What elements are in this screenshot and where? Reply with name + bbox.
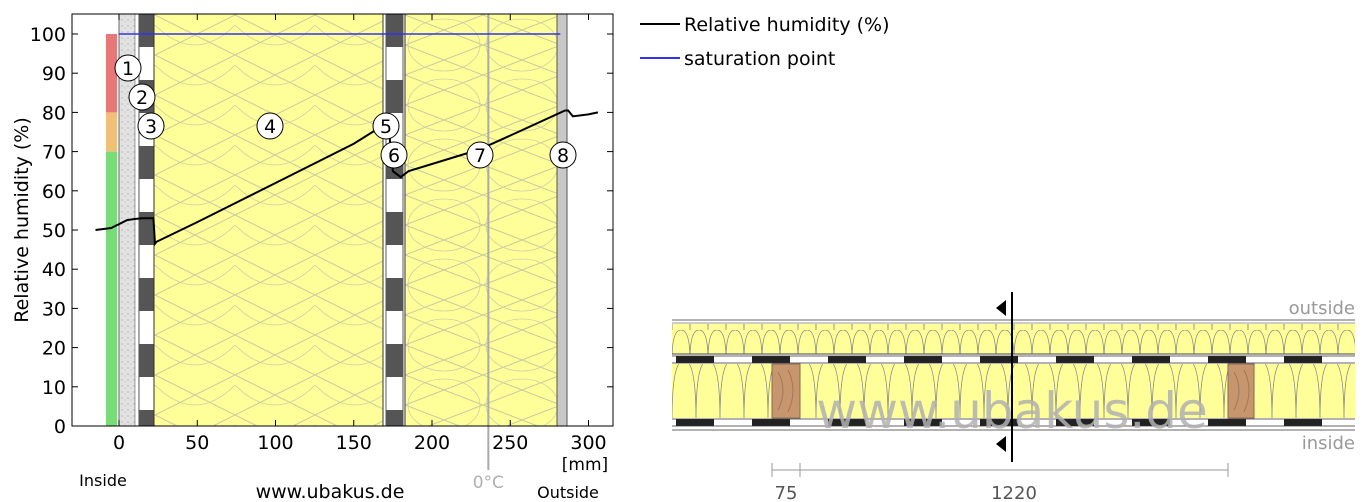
section-inner-membrane	[672, 418, 1355, 427]
x-axis-unit: [mm]	[562, 455, 608, 475]
layer-markers: 12 3 4 5 6 7 8	[114, 54, 577, 169]
section-stud-right	[1227, 363, 1255, 419]
layer-marker-7: 7	[466, 141, 494, 169]
section-outside-label: outside	[1289, 298, 1355, 319]
x-tick-label: 100	[257, 432, 293, 454]
y-tick-label: 100	[30, 24, 66, 46]
layer-marker-4: 4	[256, 112, 284, 140]
x-tick-label: 200	[414, 432, 450, 454]
plot-frame	[71, 13, 614, 427]
x-axis: 0 50 100 150 200 250 300	[113, 14, 607, 454]
layer-marker-3: 3	[137, 112, 165, 140]
dimension-75: 75	[775, 483, 798, 502]
y-tick-label: 0	[54, 416, 66, 438]
zero-celsius-label: 0°C	[473, 473, 504, 493]
y-axis: 0 10 20 30 40 50 60 70 80 90 100	[30, 24, 613, 438]
x-tick-label: 50	[185, 432, 209, 454]
y-tick-label: 20	[42, 338, 66, 360]
section-inside-label: inside	[1302, 433, 1355, 454]
y-tick-label: 90	[42, 63, 66, 85]
dimension-1220: 1220	[991, 483, 1037, 502]
y-axis-label: Relative humidity (%)	[11, 117, 33, 322]
svg-text:3: 3	[145, 116, 157, 138]
svg-text:6: 6	[388, 145, 400, 167]
legend-label-saturation: saturation point	[684, 48, 835, 70]
x-tick-label: 0	[113, 432, 125, 454]
outside-label: Outside	[537, 483, 599, 502]
y-tick-label: 40	[42, 259, 66, 281]
x-tick-label: 150	[336, 432, 372, 454]
layer-marker-8: 8	[549, 141, 577, 169]
y-tick-label: 30	[42, 298, 66, 320]
section-membrane	[672, 355, 1355, 364]
svg-text:7: 7	[474, 145, 486, 167]
layer-cladding	[556, 13, 568, 427]
svg-text:5: 5	[380, 116, 392, 138]
svg-text:8: 8	[557, 145, 569, 167]
svg-text:2: 2	[136, 87, 148, 109]
comfort-bar	[106, 34, 117, 426]
x-tick-label: 250	[492, 432, 528, 454]
humidity-line	[95, 109, 599, 247]
comfort-segment-0	[106, 151, 117, 426]
y-tick-label: 60	[42, 181, 66, 203]
layer-marker-6: 6	[380, 141, 408, 169]
y-tick-label: 80	[42, 102, 66, 124]
comfort-segment-2	[106, 34, 117, 113]
inside-label: Inside	[79, 471, 127, 490]
svg-text:4: 4	[264, 116, 276, 138]
layer-marker-1: 1	[114, 54, 142, 82]
x-tick-label: 300	[570, 432, 606, 454]
y-tick-label: 10	[42, 377, 66, 399]
legend: Relative humidity (%) saturation point	[640, 14, 889, 70]
y-tick-label: 70	[42, 142, 66, 164]
layer-membrane-strips	[138, 13, 155, 427]
layer-marker-2: 2	[128, 83, 156, 111]
layer-membrane-strips-2	[385, 13, 404, 427]
section-stud-left	[771, 363, 801, 419]
y-tick-label: 50	[42, 220, 66, 242]
wall-section-drawing: www.ubakus.de outside inside 75 1220	[672, 292, 1355, 502]
svg-text:1: 1	[122, 58, 134, 80]
legend-label-humidity: Relative humidity (%)	[684, 14, 889, 36]
comfort-segment-1	[106, 112, 117, 152]
layer-marker-5: 5	[372, 112, 400, 140]
watermark-chart: www.ubakus.de	[256, 481, 405, 502]
